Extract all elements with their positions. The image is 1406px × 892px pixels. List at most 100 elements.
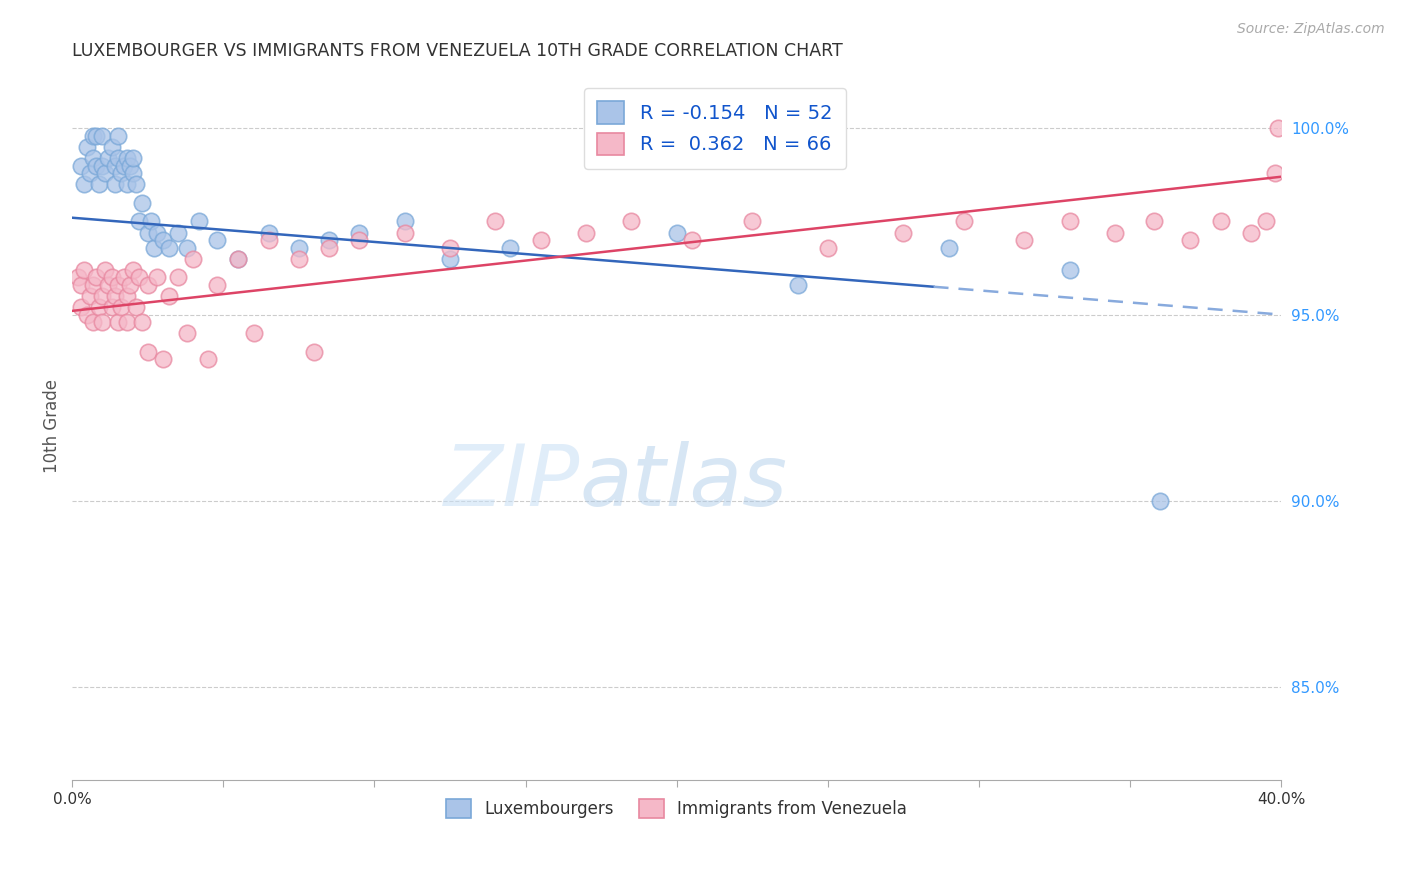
Point (125, 177, 148, 191)
Point (439, 241, 461, 255)
Text: atlas: atlas (579, 442, 787, 524)
Point (89, 300, 111, 314)
Point (786, 277, 808, 292)
Point (176, 326, 198, 341)
Point (97, 277, 120, 292)
Point (82, 128, 104, 143)
Point (89, 177, 111, 191)
Point (103, 289, 125, 303)
Point (121, 151, 143, 165)
Point (242, 326, 264, 341)
Point (136, 277, 159, 292)
Point (91, 128, 114, 143)
Point (288, 241, 311, 255)
Point (146, 270, 169, 285)
Point (70, 159, 93, 173)
Point (107, 315, 129, 329)
Text: Source: ZipAtlas.com: Source: ZipAtlas.com (1237, 22, 1385, 37)
Point (139, 214, 162, 228)
Point (197, 352, 219, 367)
Point (82, 151, 104, 165)
Point (1209, 214, 1232, 228)
Point (575, 226, 598, 240)
Point (1143, 214, 1166, 228)
Point (107, 128, 129, 143)
Point (79, 289, 101, 303)
Point (1059, 263, 1081, 277)
Point (302, 344, 325, 359)
Point (176, 241, 198, 255)
Point (100, 300, 122, 314)
Point (128, 270, 150, 285)
Point (110, 166, 132, 180)
Point (1264, 166, 1286, 180)
Point (349, 226, 371, 240)
Point (115, 177, 138, 191)
Point (167, 226, 190, 240)
Point (107, 151, 129, 165)
Point (128, 214, 150, 228)
Point (591, 121, 613, 136)
Point (681, 233, 703, 247)
Point (107, 277, 129, 292)
Point (938, 241, 960, 255)
Point (1059, 214, 1081, 228)
Point (86, 270, 108, 285)
Point (207, 277, 229, 292)
Point (1104, 226, 1126, 240)
Point (620, 214, 643, 228)
Point (665, 226, 688, 240)
Point (1149, 494, 1171, 508)
Point (349, 233, 371, 247)
Point (1012, 233, 1035, 247)
Point (952, 214, 974, 228)
Point (167, 270, 190, 285)
Point (257, 226, 280, 240)
Point (1267, 121, 1289, 136)
Point (152, 352, 174, 367)
Point (394, 226, 416, 240)
Point (484, 214, 506, 228)
Point (91, 159, 114, 173)
Point (115, 151, 138, 165)
Point (257, 233, 280, 247)
Point (103, 159, 125, 173)
Point (125, 300, 148, 314)
Point (91, 289, 114, 303)
Point (94, 166, 117, 180)
Point (1254, 214, 1277, 228)
Point (94, 263, 117, 277)
Point (76, 308, 98, 322)
Point (207, 233, 229, 247)
Point (318, 233, 340, 247)
Point (73, 177, 96, 191)
Point (67, 270, 90, 285)
Point (136, 344, 159, 359)
Point (181, 252, 204, 266)
Point (79, 166, 101, 180)
Point (318, 241, 340, 255)
Point (91, 315, 114, 329)
Point (152, 233, 174, 247)
Point (82, 315, 104, 329)
Point (70, 300, 93, 314)
Point (86, 159, 108, 173)
Point (121, 263, 143, 277)
Point (891, 226, 914, 240)
Point (103, 177, 125, 191)
Point (817, 241, 839, 255)
Point (741, 214, 763, 228)
Point (100, 140, 122, 154)
Point (228, 252, 250, 266)
Point (136, 226, 159, 240)
Point (499, 241, 522, 255)
Point (142, 241, 165, 255)
Point (76, 140, 98, 154)
Point (157, 289, 180, 303)
Point (121, 166, 143, 180)
Point (1240, 226, 1263, 240)
Point (288, 252, 311, 266)
Point (131, 195, 153, 210)
Point (118, 159, 141, 173)
Point (112, 270, 135, 285)
